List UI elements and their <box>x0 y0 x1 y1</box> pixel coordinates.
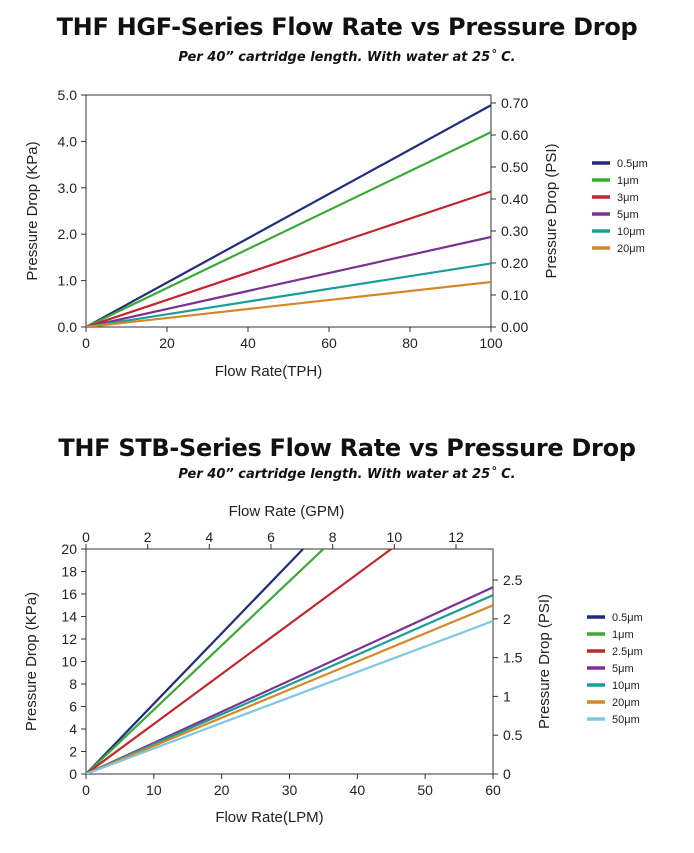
chart-1-y2-tick-label-1: 0.10 <box>501 287 528 303</box>
chart-2-x2-tick-label-3: 6 <box>267 529 275 545</box>
chart-1-y2-tick-label-3: 0.30 <box>501 223 528 239</box>
chart-2-x2-tick-label-1: 2 <box>144 529 152 545</box>
chart-1-legend-label-5: 20μm <box>617 243 645 255</box>
chart-1-y2-tick-label-2: 0.20 <box>501 255 528 271</box>
chart-1-y-tick-label-4: 4.0 <box>58 133 78 149</box>
chart-1-legend-label-3: 5μm <box>617 209 639 221</box>
chart-2-legend-label-6: 50μm <box>612 714 640 726</box>
chart-2-y2-tick-label-2: 1 <box>503 688 511 704</box>
chart-1-y-tick-label-3: 3.0 <box>58 180 78 196</box>
chart-1-series-line-1 <box>86 131 491 327</box>
chart-1-y-tick-label-5: 5.0 <box>58 87 78 103</box>
chart-2-series-line-1 <box>86 549 325 774</box>
chart-1-x-tick-label-4: 80 <box>402 335 418 351</box>
chart-2-x-tick-label-4: 40 <box>350 782 366 798</box>
chart-2-x-axis-label: Flow Rate(LPM) <box>215 809 323 826</box>
chart-1-y-tick-label-1: 1.0 <box>58 273 78 289</box>
chart-1-plot-frame <box>85 94 492 328</box>
chart-2-x-tick-label-5: 50 <box>417 782 433 798</box>
chart-2-plot-frame <box>85 548 494 775</box>
chart-2-legend-label-4: 10μm <box>612 680 640 692</box>
chart-1-legend-label-4: 10μm <box>617 226 645 238</box>
chart-1-subtitle: Per 40” cartridge length. With water at … <box>178 50 516 65</box>
chart-2-y-tick-label-5: 10 <box>61 654 77 670</box>
chart-1-y2-axis-label: Pressure Drop (PSI) <box>543 143 560 278</box>
chart-2-title: THF STB-Series Flow Rate vs Pressure Dro… <box>58 434 636 462</box>
chart-2-x-tick-label-1: 10 <box>146 782 162 798</box>
chart-2-y-tick-label-8: 16 <box>61 586 77 602</box>
chart-1-series-line-5 <box>86 280 491 327</box>
chart-2-series-line-6 <box>86 619 493 774</box>
chart-2-y2-tick-label-5: 2.5 <box>503 572 523 588</box>
chart-2-legend-label-3: 5μm <box>612 663 634 675</box>
chart-2-x2-tick-label-2: 4 <box>205 529 213 545</box>
chart-1-y2-tick-label-6: 0.60 <box>501 127 528 143</box>
chart-1-title: THF HGF-Series Flow Rate vs Pressure Dro… <box>56 13 638 41</box>
chart-2-legend-label-5: 20μm <box>612 697 640 709</box>
chart-2-x-tick-label-3: 30 <box>282 782 298 798</box>
chart-2-y-tick-label-3: 6 <box>69 699 77 715</box>
chart-2-y2-tick-label-0: 0 <box>503 766 511 782</box>
chart-1-x-axis-label: Flow Rate(TPH) <box>215 363 323 380</box>
chart-2-legend-label-0: 0.5μm <box>612 612 643 624</box>
chart-2-y-tick-label-2: 4 <box>69 721 77 737</box>
chart-1-legend-label-1: 1μm <box>617 175 639 187</box>
chart-2-y-axis-label: Pressure Drop (KPa) <box>23 592 40 731</box>
chart-1-x-tick-label-0: 0 <box>82 335 90 351</box>
chart-2-y-tick-label-7: 14 <box>61 609 77 625</box>
chart-1-series-line-3 <box>86 235 491 327</box>
chart-1-x-tick-label-2: 40 <box>240 335 256 351</box>
chart-2-x-tick-label-0: 0 <box>82 782 90 798</box>
chart-2-y2-tick-label-3: 1.5 <box>503 650 523 666</box>
chart-1-series-line-0 <box>86 104 491 327</box>
chart-2-legend-label-1: 1μm <box>612 629 634 641</box>
chart-2-x-tick-label-2: 20 <box>214 782 230 798</box>
chart-1-y2-tick-label-5: 0.50 <box>501 159 528 175</box>
chart-1-y2-tick-label-7: 0.70 <box>501 95 528 111</box>
chart-2-x2-axis-label: Flow Rate (GPM) <box>229 503 345 520</box>
chart-2-series-line-5 <box>86 604 493 774</box>
chart-1-legend-label-0: 0.5μm <box>617 158 648 170</box>
chart-2-x2-tick-label-4: 8 <box>329 529 337 545</box>
chart-2-y-tick-label-6: 12 <box>61 631 77 647</box>
chart-2-x2-tick-label-0: 0 <box>82 529 90 545</box>
chart-1-x-tick-label-1: 20 <box>159 335 175 351</box>
chart-1-x-tick-label-5: 100 <box>479 335 503 351</box>
chart-2-series-line-2 <box>86 549 392 774</box>
chart-2-y-tick-label-9: 18 <box>61 564 77 580</box>
chart-2-x2-tick-label-6: 12 <box>448 529 464 545</box>
chart-1-y-tick-label-2: 2.0 <box>58 226 78 242</box>
chart-1-series-line-4 <box>86 262 491 327</box>
chart-2-legend-label-2: 2.5μm <box>612 646 643 658</box>
chart-2-y2-tick-label-4: 2 <box>503 611 511 627</box>
chart-2-y-tick-label-0: 0 <box>69 766 77 782</box>
chart-2-subtitle: Per 40” cartridge length. With water at … <box>178 467 516 482</box>
chart-2-series-line-0 <box>86 549 304 774</box>
chart-1-y-tick-label-0: 0.0 <box>58 319 78 335</box>
chart-2-y2-axis-label: Pressure Drop (PSI) <box>536 594 553 729</box>
chart-2-series-line-3 <box>86 586 493 774</box>
chart-1-legend-label-2: 3μm <box>617 192 639 204</box>
chart-2-series-line-4 <box>86 594 493 774</box>
chart-2-y-tick-label-1: 2 <box>69 744 77 760</box>
chart-2-y-tick-label-4: 8 <box>69 676 77 692</box>
chart-1-y2-tick-label-0: 0.00 <box>501 319 528 335</box>
chart-2-y-tick-label-10: 20 <box>61 541 77 557</box>
chart-2-x2-tick-label-5: 10 <box>387 529 403 545</box>
chart-1-y2-tick-label-4: 0.40 <box>501 191 528 207</box>
chart-1-series-line-2 <box>86 190 491 327</box>
chart-1-x-tick-label-3: 60 <box>321 335 337 351</box>
chart-2-x-tick-label-6: 60 <box>485 782 501 798</box>
chart-2-y2-tick-label-1: 0.5 <box>503 727 523 743</box>
chart-1-y-axis-label: Pressure Drop (KPa) <box>24 141 41 280</box>
